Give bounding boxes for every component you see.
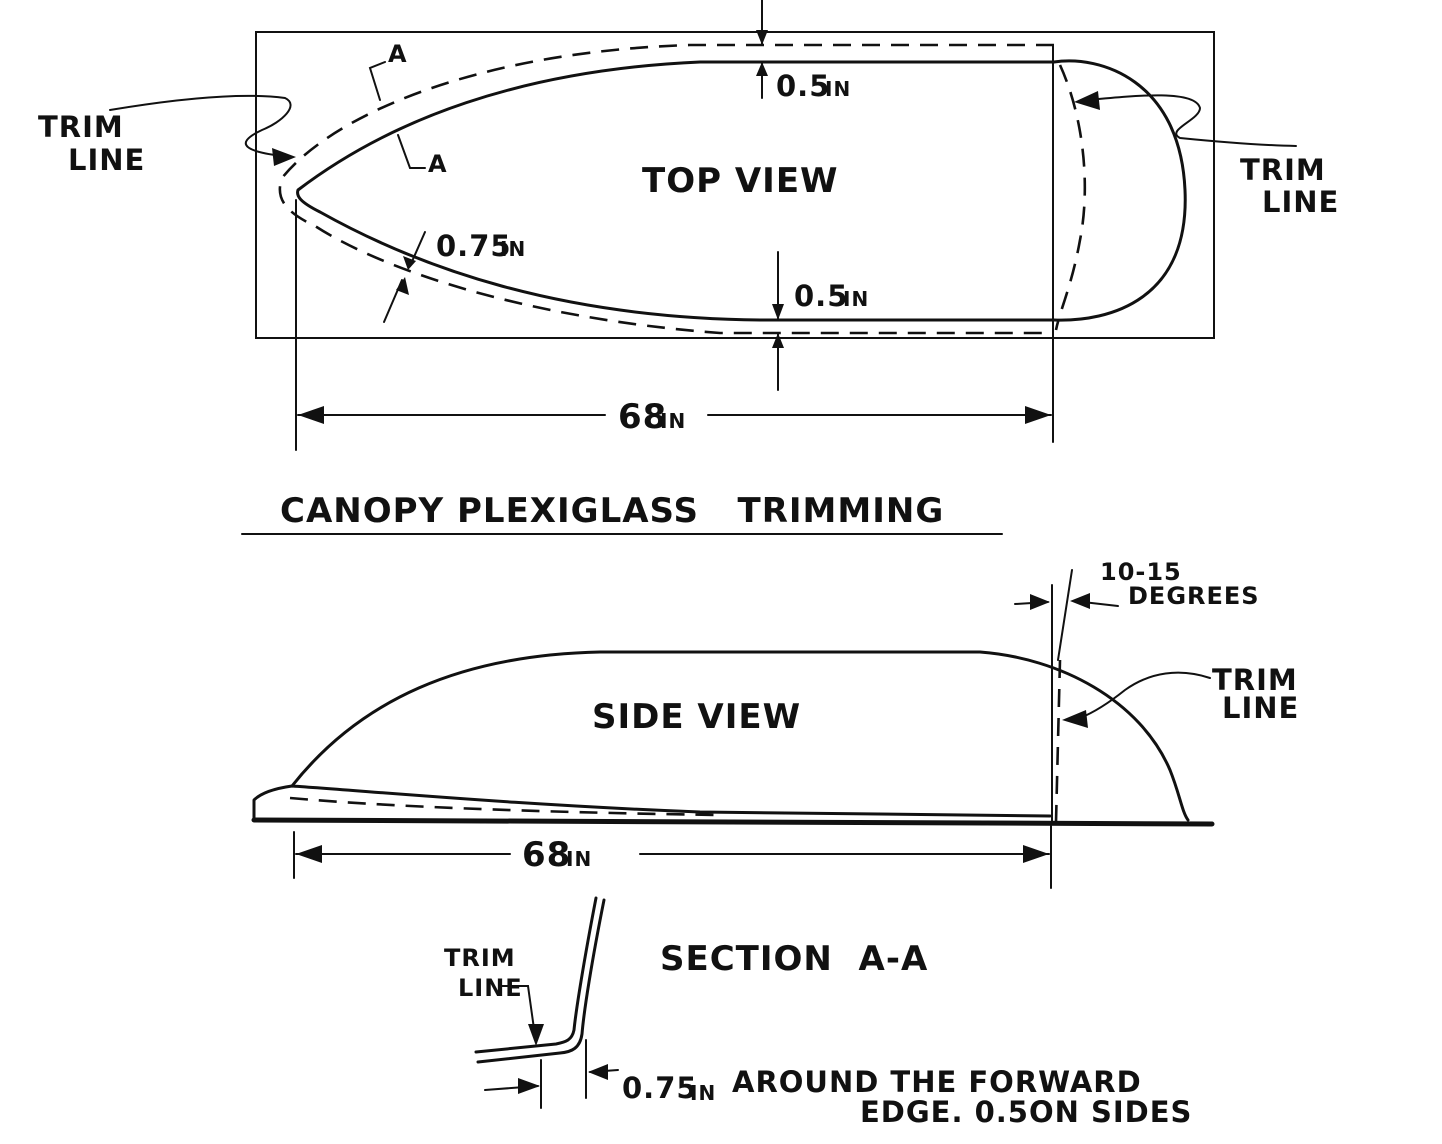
section-dim-arrowhead-left xyxy=(518,1078,540,1094)
section-cut-mark-top xyxy=(368,61,386,101)
side-view-title: SIDE VIEW xyxy=(592,697,801,737)
side-view-trim-lip xyxy=(289,796,721,817)
forward-offset-arrowhead-lower xyxy=(396,277,409,295)
bottom-offset-arrowhead-lower xyxy=(772,333,784,348)
side-trim-leader xyxy=(1079,671,1211,719)
section-trim-label-line1: TRIM xyxy=(444,944,516,972)
section-note-line1: AROUND THE FORWARD xyxy=(732,1065,1142,1099)
side-view-base xyxy=(251,817,1215,827)
top-offset-value: 0.5 xyxy=(776,69,830,103)
side-view: 10-15 DEGREES TRIM LINE SIDE VIEW 68 IN xyxy=(251,558,1299,889)
side-length-value: 68 xyxy=(522,835,571,875)
top-trim-leader-right xyxy=(1087,94,1297,147)
section-cut-mark-bottom xyxy=(397,134,426,169)
forward-offset-unit: IN xyxy=(500,237,526,261)
top-offset-arrowhead-lower xyxy=(756,62,768,76)
section-cut-label-bottom: A xyxy=(428,150,448,178)
drawing-heading: CANOPY PLEXIGLASS TRIMMING xyxy=(241,491,1003,535)
top-trim-label-left-line2: LINE xyxy=(68,143,145,177)
side-view-front-lip xyxy=(252,784,1052,822)
side-length-arrowhead-right xyxy=(1023,845,1049,863)
top-offset-arrowhead-upper xyxy=(756,30,768,45)
top-trim-leader-left xyxy=(109,94,292,157)
top-view-canopy-rear-cap xyxy=(1052,59,1187,322)
top-trim-label-right-line2: LINE xyxy=(1262,185,1339,219)
section-cut-label-top: A xyxy=(388,40,408,68)
bottom-offset-unit: IN xyxy=(843,287,869,311)
top-trim-arrowhead-left xyxy=(272,148,296,166)
top-length-value: 68 xyxy=(618,397,667,437)
section-trim-arrowhead xyxy=(528,1024,544,1046)
top-view-canopy-outline xyxy=(296,60,1056,322)
top-trim-label-right-line1: TRIM xyxy=(1240,153,1326,187)
section-trim-leader xyxy=(499,985,536,1037)
angle-arrowhead-left xyxy=(1030,594,1050,610)
top-length-unit: IN xyxy=(660,409,686,433)
top-view-blank-outline xyxy=(255,31,1215,339)
top-length-arrowhead-right xyxy=(1025,406,1051,424)
side-trim-label-line1: TRIM xyxy=(1212,663,1298,697)
bottom-offset-value: 0.5 xyxy=(794,279,848,313)
bottom-offset-arrowhead-upper xyxy=(772,304,784,320)
section-title: SECTION A-A xyxy=(660,939,928,979)
side-view-canopy-profile xyxy=(290,650,1190,822)
section-dim-unit: IN xyxy=(690,1081,716,1105)
side-view-angled-trim-line xyxy=(1057,569,1073,661)
forward-offset-arrowhead-upper xyxy=(403,256,416,270)
section-profile-inner xyxy=(476,898,606,1064)
top-view-title: TOP VIEW xyxy=(642,161,839,201)
forward-offset-value: 0.75 xyxy=(436,229,512,263)
top-offset-unit: IN xyxy=(825,77,851,101)
side-length-unit: IN xyxy=(566,847,592,871)
side-trim-arrowhead xyxy=(1062,710,1088,728)
section-dim-value: 0.75 xyxy=(622,1071,698,1105)
angle-label-line1: 10-15 xyxy=(1100,558,1182,586)
top-view-trim-outline xyxy=(278,43,1054,335)
angle-label-line2: DEGREES xyxy=(1128,582,1260,610)
top-length-arrowhead-left xyxy=(298,406,324,424)
section-note-line2: EDGE. 0.5ON SIDES xyxy=(860,1095,1192,1129)
top-trim-label-left-line1: TRIM xyxy=(38,110,124,144)
top-view-rear-trim-line xyxy=(1054,64,1087,331)
angle-arrowhead-right xyxy=(1070,593,1090,609)
section-dim-arrowhead-right xyxy=(588,1064,608,1080)
section-profile-outer xyxy=(474,896,598,1054)
top-view: 0.5 IN 0.5 IN 0.75 IN 68 IN A A TRIM LIN… xyxy=(38,0,1339,451)
side-view-trim-dashed xyxy=(1054,659,1062,823)
side-length-arrowhead-left xyxy=(296,845,322,863)
heading-text: CANOPY PLEXIGLASS TRIMMING xyxy=(280,491,944,531)
section-trim-label-line2: LINE xyxy=(458,974,523,1002)
section-aa: TRIM LINE 0.75 IN AROUND THE FORWARD EDG… xyxy=(444,896,1192,1129)
side-trim-label-line2: LINE xyxy=(1222,691,1299,725)
top-trim-arrowhead-right xyxy=(1074,91,1100,110)
